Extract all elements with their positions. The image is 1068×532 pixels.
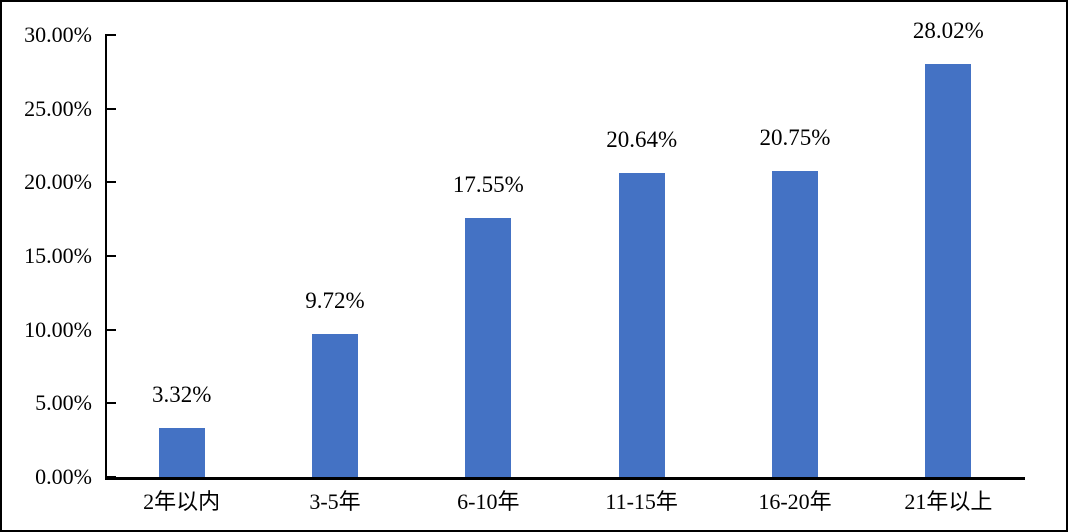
x-category-label: 6-10年 (457, 489, 520, 514)
bar-value-label: 17.55% (452, 172, 524, 198)
bar (925, 64, 972, 477)
y-tick-label: 15.00% (24, 243, 92, 268)
y-tick-mark (105, 255, 116, 257)
bar (465, 218, 512, 477)
bar-value-label: 9.72% (305, 287, 365, 313)
bar (158, 428, 205, 477)
y-tick-mark (105, 34, 116, 36)
x-axis-line (105, 477, 1025, 480)
y-tick-label: 5.00% (35, 390, 92, 416)
y-tick-label: 30.00% (24, 22, 92, 47)
y-axis-line (105, 35, 107, 479)
y-tick-mark (105, 402, 116, 405)
x-category-label: 16-20年 (758, 489, 832, 514)
y-tick-label: 0.00% (35, 464, 92, 489)
x-category-label: 2年以内 (143, 489, 221, 514)
bar (618, 172, 665, 477)
bar (772, 171, 818, 477)
x-category-label: 21年以上 (904, 489, 993, 514)
bar-value-label: 28.02% (912, 18, 984, 44)
y-tick-mark (105, 476, 116, 478)
x-category-label: 3-5年 (309, 489, 361, 514)
y-tick-label: 10.00% (24, 316, 92, 342)
y-tick-mark (105, 181, 116, 184)
y-tick-mark (105, 328, 116, 331)
bar-value-label: 20.75% (759, 125, 831, 151)
y-tick-label: 25.00% (24, 95, 92, 121)
x-category-label: 11-15年 (605, 489, 678, 514)
bar-value-label: 3.32% (151, 382, 212, 408)
bar (312, 333, 358, 477)
bar-value-label: 20.64% (606, 126, 678, 152)
y-tick-mark (105, 107, 116, 110)
y-tick-label: 20.00% (24, 169, 92, 195)
